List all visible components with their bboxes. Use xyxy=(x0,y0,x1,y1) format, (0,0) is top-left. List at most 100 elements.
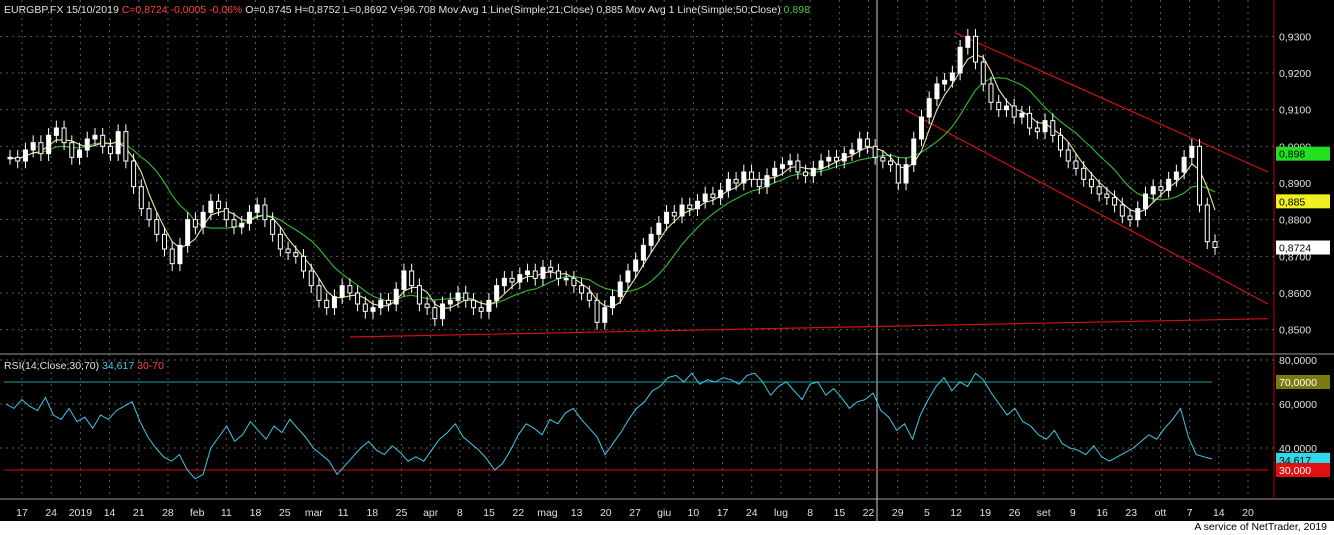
date-tick-label: 29 xyxy=(892,507,904,519)
candle-body xyxy=(107,145,113,155)
candle-body xyxy=(957,46,963,74)
candle-body xyxy=(888,160,894,166)
candle-body xyxy=(200,211,206,228)
rsi-30-label: 30,000 xyxy=(1279,465,1311,477)
date-tick-label: 24 xyxy=(746,507,758,519)
candle-body xyxy=(138,186,144,210)
date-tick-label: 22 xyxy=(863,507,875,519)
candle-body xyxy=(841,153,847,162)
candle-body xyxy=(710,193,716,199)
candle-body xyxy=(548,266,554,272)
candle-body xyxy=(826,156,832,162)
date-tick-label: 10 xyxy=(688,507,700,519)
date-tick-label: 2019 xyxy=(69,507,93,519)
candle-body xyxy=(262,204,268,221)
credit-text: A service of NetTrader, 2019 xyxy=(1191,521,1330,533)
change-label: -0,0005 xyxy=(170,4,207,16)
candle-body xyxy=(779,164,785,169)
candle-body xyxy=(880,156,886,162)
candle-body xyxy=(926,98,932,118)
candle-body xyxy=(347,285,353,294)
candle-body xyxy=(185,219,191,246)
candle-body xyxy=(756,178,762,188)
candle-body xyxy=(671,211,677,217)
candle-body xyxy=(208,200,214,213)
grid xyxy=(0,0,1334,521)
price-tick-label: 0,9300 xyxy=(1279,31,1311,43)
candle-body xyxy=(69,142,75,158)
candle-body xyxy=(308,270,314,287)
candle-body xyxy=(1050,120,1056,136)
candle-body xyxy=(409,270,415,287)
date-tick-label: 24 xyxy=(45,507,57,519)
date-tick-label: 18 xyxy=(366,507,378,519)
date-tick-label: 20 xyxy=(600,507,612,519)
rsi-tick-label: 80,0000 xyxy=(1279,355,1317,367)
candle-body xyxy=(100,134,106,147)
candle-body xyxy=(911,138,917,166)
date-tick-label: 8 xyxy=(807,507,813,519)
trendline xyxy=(349,318,1269,338)
candle-body xyxy=(92,134,98,140)
ma21-last-label-box xyxy=(1276,194,1330,209)
candle-body xyxy=(146,208,152,221)
candle-body xyxy=(1135,208,1141,221)
ma50-line xyxy=(9,77,1216,306)
candle-body xyxy=(517,274,523,283)
candle-body xyxy=(872,145,878,158)
date-tick-label: lug xyxy=(774,507,788,519)
candle-body xyxy=(1204,204,1210,243)
candle-body xyxy=(370,307,376,312)
candles xyxy=(7,29,1218,330)
date-tick-label: 11 xyxy=(338,507,349,519)
candle-body xyxy=(903,164,909,184)
candle-body xyxy=(355,292,361,305)
candle-body xyxy=(1027,112,1033,129)
candle-body xyxy=(385,299,391,305)
candle-body xyxy=(1127,215,1133,221)
close-last-label: 0,8724 xyxy=(1279,243,1311,255)
date-tick-label: 11 xyxy=(221,507,232,519)
candle-body xyxy=(478,307,484,312)
ma21-polyline xyxy=(9,54,1216,310)
candle-body xyxy=(246,211,252,224)
date-tick-label: 19 xyxy=(979,507,991,519)
candle-body xyxy=(1166,178,1172,191)
price-tick-label: 0,8900 xyxy=(1279,178,1311,190)
candle-body xyxy=(1158,186,1164,191)
candle-body xyxy=(46,134,52,155)
candle-body xyxy=(648,233,654,246)
candle-body xyxy=(177,244,183,265)
candle-body xyxy=(1081,167,1087,180)
trendlines xyxy=(349,32,1269,338)
candle-body xyxy=(239,222,245,228)
candle-body xyxy=(664,211,670,224)
candle-body xyxy=(447,299,453,305)
ma21-line xyxy=(9,54,1216,310)
candle-body xyxy=(803,171,809,177)
date-tick-label: 28 xyxy=(162,507,174,519)
price-tick-label: 0,9100 xyxy=(1279,105,1311,117)
candle-body xyxy=(424,303,430,309)
candle-body xyxy=(169,248,175,265)
candle-body xyxy=(486,299,492,312)
date-tick-label: 15 xyxy=(833,507,845,519)
date-tick-label: 26 xyxy=(1009,507,1021,519)
footer-band xyxy=(0,521,1334,535)
date-tick-label: ott xyxy=(1155,507,1167,519)
candle-body xyxy=(749,171,755,180)
candle-body xyxy=(1019,112,1025,118)
candle-body xyxy=(973,35,979,63)
candle-body xyxy=(501,277,507,287)
candle-body xyxy=(22,149,28,162)
candle-body xyxy=(285,248,291,254)
candle-body xyxy=(1096,186,1102,195)
date-tick-label: apr xyxy=(423,507,439,519)
candle-body xyxy=(7,156,13,160)
candle-body xyxy=(61,127,67,144)
candle-body xyxy=(532,270,538,279)
date-tick-label: 27 xyxy=(629,507,641,519)
candle-body xyxy=(470,299,476,309)
date-tick-label: feb xyxy=(190,507,205,519)
date-tick-label: 25 xyxy=(279,507,291,519)
